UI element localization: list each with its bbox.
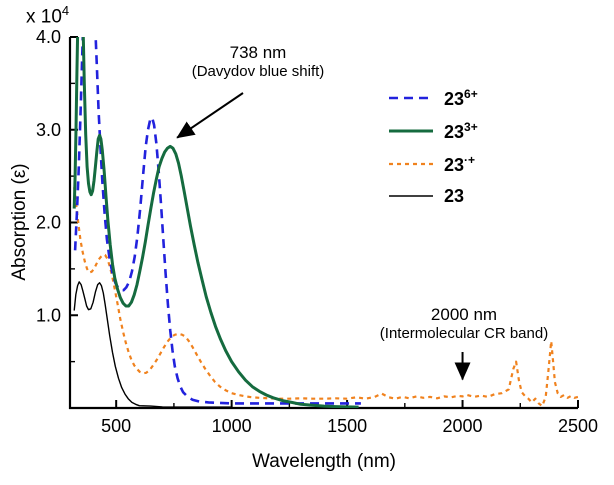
legend-item-23^.+: 23·+ xyxy=(388,154,478,174)
legend: 236+ 233+ 23·+ 23 xyxy=(388,88,478,205)
davydov-arrow xyxy=(176,92,244,139)
legend-item-23: 23 xyxy=(388,187,478,205)
annotation-cr-band-subtitle: (Intermolecular CR band) xyxy=(379,325,549,343)
x-tick-label: 1000 xyxy=(212,416,252,436)
series-line-23 xyxy=(73,281,232,408)
y-axis-scale-label: x 104 xyxy=(26,3,70,28)
x-tick-label: 2500 xyxy=(558,416,598,436)
series-layer xyxy=(72,37,578,408)
y-tick-label: 4.0 xyxy=(36,27,61,47)
series-line-23^3+ xyxy=(72,37,359,408)
annotation-davydov-shift: 738 nm (Davydov blue shift) xyxy=(148,42,368,82)
annotation-davydov-subtitle: (Davydov blue shift) xyxy=(191,63,325,81)
axes: 500 1000 1500 2000 2500 1.0 2.0 3.0 4.0 xyxy=(36,27,598,436)
series-line-23^6+ xyxy=(73,37,361,405)
legend-label: 23 xyxy=(444,186,465,206)
annotation-cr-band: 2000 nm (Intermolecular CR band) xyxy=(340,304,588,344)
x-axis-title: Wavelength (nm) xyxy=(252,451,396,472)
legend-item-23^6+: 236+ xyxy=(388,88,478,108)
legend-line-sample xyxy=(389,195,433,197)
legend-line-sample xyxy=(389,96,433,100)
x-tick-label: 2000 xyxy=(443,416,483,436)
annotation-cr-band-title: 2000 nm xyxy=(430,305,498,324)
y-tick-label: 3.0 xyxy=(36,120,61,140)
legend-label: 233+ xyxy=(444,120,478,142)
y-tick-label: 2.0 xyxy=(36,213,61,233)
legend-label: 236+ xyxy=(444,87,478,109)
legend-item-23^3+: 233+ xyxy=(388,121,478,141)
legend-label: 23·+ xyxy=(444,153,476,175)
y-tick-label: 1.0 xyxy=(36,305,61,325)
x-tick-label: 1500 xyxy=(327,416,367,436)
x-tick-label: 500 xyxy=(101,416,131,436)
annotation-arrows xyxy=(176,92,471,381)
legend-line-sample xyxy=(389,129,433,133)
legend-line-sample xyxy=(389,162,433,166)
y-axis-title: Absorption (ε) xyxy=(9,163,30,281)
annotation-davydov-title: 738 nm xyxy=(229,43,287,62)
